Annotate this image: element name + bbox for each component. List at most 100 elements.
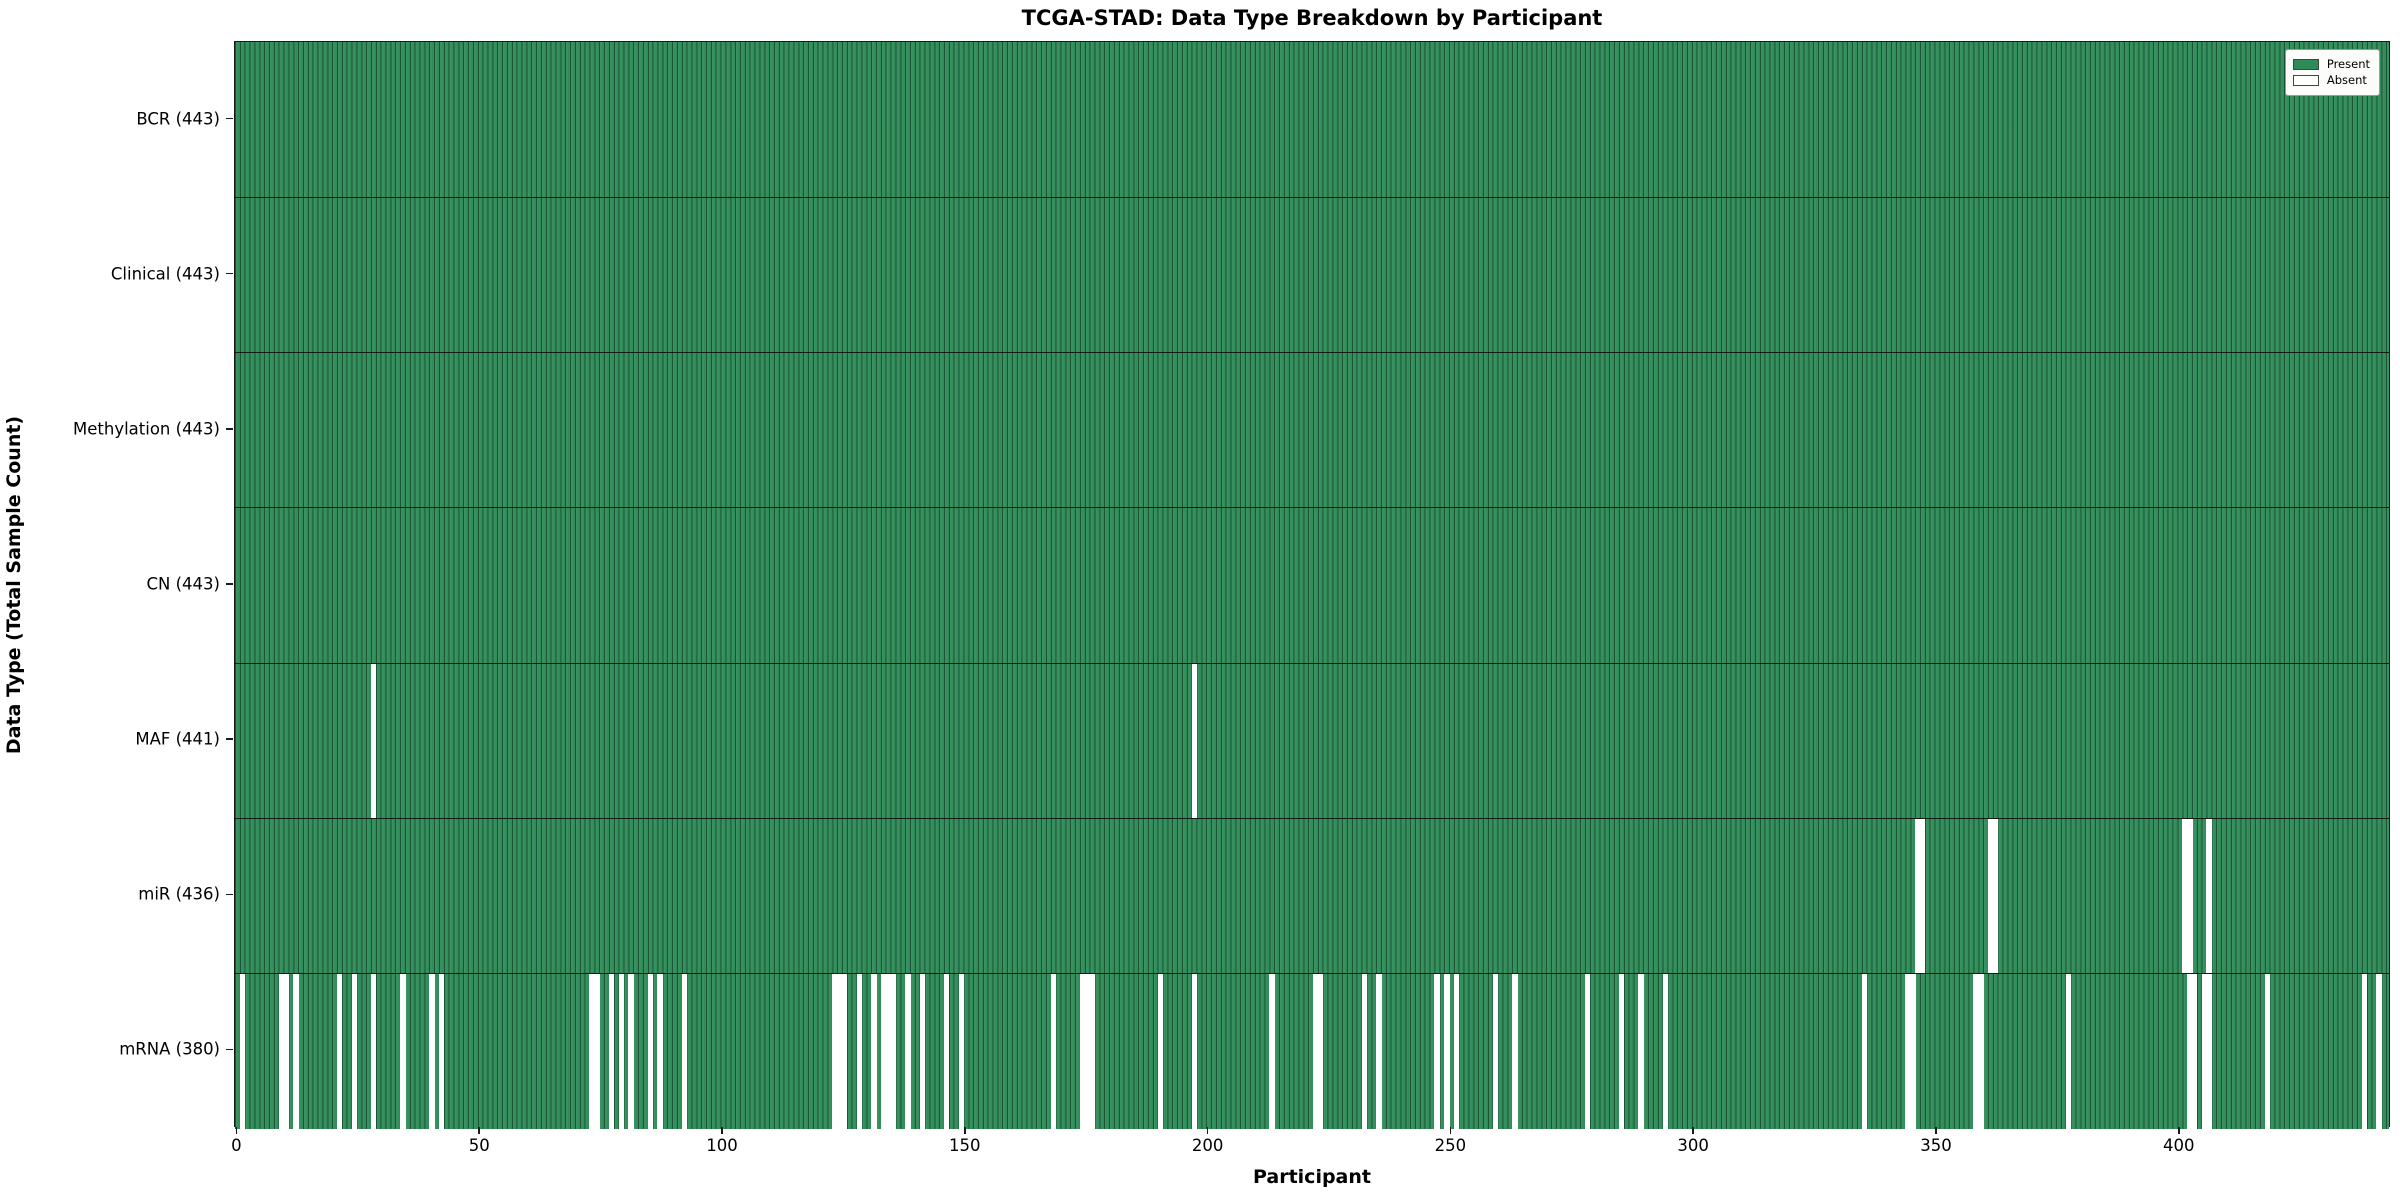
- ytick-mark: [226, 428, 233, 430]
- absent-gap: [239, 973, 246, 1129]
- xtick-mark: [964, 1127, 966, 1134]
- row-CN: [235, 507, 2389, 664]
- absent-gap: [1919, 818, 1926, 974]
- xtick-mark: [2178, 1127, 2180, 1134]
- absent-gap: [2376, 973, 2382, 1129]
- absent-gap: [1269, 973, 1275, 1129]
- absent-gap: [1978, 973, 1984, 1129]
- absent-gap: [958, 973, 964, 1129]
- absent-gap: [1512, 973, 1518, 1129]
- xtick-label-400: 400: [2163, 1136, 2195, 1155]
- ytick-label-miR: miR (436): [138, 884, 220, 904]
- legend-entry-present: Present: [2292, 57, 2370, 71]
- absent-gap: [1050, 973, 1057, 1129]
- absent-gap: [885, 973, 892, 1129]
- absent-gap: [1973, 973, 1979, 1129]
- absent-gap: [589, 973, 595, 1129]
- absent-gap: [2187, 973, 2193, 1129]
- legend-label-absent: Absent: [2326, 72, 2367, 87]
- chart-title: TCGA-STAD: Data Type Breakdown by Partic…: [1021, 6, 1603, 30]
- absent-gap: [429, 973, 435, 1129]
- absent-gap: [628, 973, 634, 1129]
- absent-gap: [681, 973, 688, 1129]
- absent-gap: [856, 973, 862, 1129]
- absent-gap: [880, 973, 887, 1129]
- plot-area: Present Absent: [234, 41, 2390, 1129]
- ytick-mark: [226, 583, 233, 585]
- xtick-label-150: 150: [949, 1136, 981, 1155]
- absent-gap: [841, 973, 848, 1129]
- legend-entry-absent: Absent: [2292, 72, 2370, 87]
- absent-gap: [1444, 973, 1450, 1129]
- xtick-mark: [1935, 1127, 1937, 1134]
- xtick-mark: [1206, 1127, 1209, 1134]
- xtick-mark: [1692, 1127, 1694, 1134]
- absent-gap: [890, 973, 896, 1129]
- absent-gap: [1376, 973, 1382, 1129]
- absent-gap: [370, 663, 377, 819]
- row-BCR: [235, 42, 2389, 198]
- absent-gap: [1453, 973, 1460, 1129]
- row-mRNA: [235, 972, 2389, 1129]
- absent-gap: [1089, 973, 1096, 1129]
- absent-gap: [871, 973, 877, 1129]
- absent-gap: [1584, 973, 1591, 1129]
- present-swatch-icon: [2292, 59, 2319, 71]
- ytick-mark: [226, 272, 233, 275]
- ytick-mark: [226, 1048, 233, 1051]
- ytick-label-Methylation: Methylation (443): [73, 419, 220, 439]
- ytick-label-mRNA: mRNA (380): [119, 1039, 220, 1059]
- absent-gap: [905, 973, 911, 1129]
- legend-label-present: Present: [2326, 57, 2370, 71]
- absent-gap: [608, 973, 615, 1129]
- absent-gap: [2264, 973, 2271, 1129]
- xtick-mark: [1449, 1127, 1452, 1134]
- absent-gap: [1079, 973, 1086, 1129]
- ytick-label-BCR: BCR (443): [136, 109, 220, 129]
- absent-gap: [2206, 818, 2212, 974]
- ytick-label-MAF: MAF (441): [135, 729, 220, 749]
- absent-gap: [1992, 818, 1999, 974]
- absent-gap: [2201, 973, 2208, 1129]
- absent-gap: [1905, 973, 1911, 1129]
- absent-gap: [1492, 973, 1499, 1129]
- absent-gap: [1191, 663, 1198, 819]
- row-miR: [235, 817, 2389, 974]
- xtick-mark: [721, 1127, 723, 1134]
- absent-gap: [1317, 973, 1324, 1129]
- absent-gap: [2206, 973, 2212, 1129]
- absent-gap: [1361, 973, 1367, 1129]
- absent-gap: [1910, 973, 1916, 1129]
- absent-gap: [1638, 973, 1644, 1129]
- absent-gap: [1313, 973, 1319, 1129]
- absent-gap: [837, 973, 843, 1129]
- absent-gap: [919, 973, 926, 1129]
- absent-gap: [1157, 973, 1164, 1129]
- ytick-mark: [226, 738, 233, 740]
- ytick-label-CN: CN (443): [146, 574, 220, 594]
- row-MAF: [235, 662, 2389, 819]
- absent-gap: [2065, 973, 2072, 1129]
- xtick-mark: [478, 1127, 480, 1134]
- row-Clinical: [235, 197, 2389, 354]
- x-axis-label: Participant: [1252, 1166, 1371, 1188]
- absent-gap: [1084, 973, 1091, 1129]
- absent-gap: [1191, 973, 1198, 1129]
- absent-gap: [283, 973, 289, 1129]
- absent-gap: [336, 973, 343, 1129]
- ytick-label-Clinical: Clinical (443): [110, 264, 220, 284]
- absent-gap: [370, 973, 377, 1129]
- xtick-label-350: 350: [1920, 1136, 1952, 1155]
- absent-gap: [2182, 818, 2188, 974]
- absent-gap: [943, 973, 950, 1129]
- absent-gap: [657, 973, 663, 1129]
- absent-gap: [647, 973, 654, 1129]
- xtick-label-0: 0: [231, 1136, 242, 1155]
- absent-gap: [618, 973, 625, 1129]
- absent-gap: [400, 973, 406, 1129]
- absent-gap: [1915, 818, 1921, 974]
- xtick-label-200: 200: [1191, 1136, 1224, 1155]
- absent-swatch-icon: [2292, 74, 2319, 86]
- absent-gap: [2361, 973, 2368, 1129]
